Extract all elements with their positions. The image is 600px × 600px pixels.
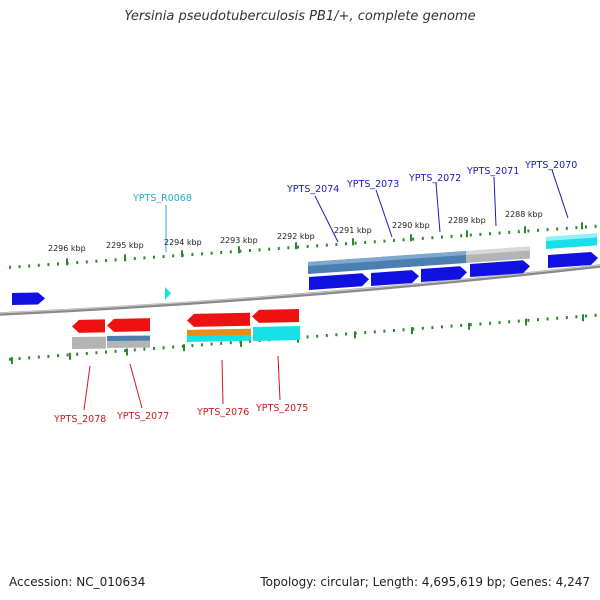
scale-labels: 2296 kbp 2295 kbp 2294 kbp 2293 kbp 2292 kbp… <box>48 210 543 253</box>
gene-label: YPTS_2073 <box>346 179 399 190</box>
label-leader <box>221 359 224 405</box>
gene-arrow <box>309 273 369 290</box>
label-leader <box>375 189 393 238</box>
gene-label: YPTS_2076 <box>196 407 249 418</box>
gene-highlight <box>308 250 466 266</box>
gene-features <box>12 233 598 349</box>
backbone-highlight <box>0 264 600 314</box>
gene-arrow <box>548 251 598 268</box>
gene-marker <box>165 287 171 300</box>
label-leader <box>314 195 339 243</box>
gene-arrow <box>12 292 45 305</box>
scale-label: 2288 kbp <box>505 210 543 219</box>
gene-block <box>107 335 150 341</box>
label-leader <box>493 176 497 227</box>
gene-label: YPTS_2077 <box>116 411 169 422</box>
gene-block <box>72 336 106 349</box>
gene-label: YPTS_2075 <box>255 403 308 414</box>
label-leader <box>277 355 281 401</box>
scale-label: 2290 kbp <box>392 221 430 230</box>
gene-label: YPTS_2070 <box>524 160 577 171</box>
gene-labels: YPTS_R0068 YPTS_2074 YPTS_2073 YPTS_2072 YPT… <box>53 160 577 425</box>
scale-label: 2292 kbp <box>277 232 315 241</box>
scale-label: 2293 kbp <box>220 236 258 245</box>
scale-label: 2295 kbp <box>106 241 144 250</box>
gene-label: YPTS_2074 <box>286 184 339 195</box>
gene-label: YPTS_R0068 <box>132 193 192 204</box>
gene-label: YPTS_2072 <box>408 173 461 184</box>
label-leader <box>83 365 91 411</box>
gene-arrow <box>470 260 530 277</box>
gene-highlight <box>546 233 597 241</box>
label-leader <box>551 169 569 219</box>
gene-arrow <box>72 319 105 333</box>
accession-text: Accession: NC_010634 <box>9 575 146 589</box>
label-leaders <box>83 169 569 411</box>
scale-label: 2291 kbp <box>334 226 372 235</box>
gene-block <box>187 328 251 336</box>
gene-highlight <box>466 246 530 255</box>
gene-label: YPTS_2071 <box>466 166 519 177</box>
gene-arrow <box>252 309 299 323</box>
gene-label: YPTS_2078 <box>53 414 106 425</box>
backbone-line <box>0 264 600 316</box>
gene-arrow <box>107 318 150 332</box>
page-title: Yersinia pseudotuberculosis PB1/+, compl… <box>124 9 476 24</box>
label-leader <box>435 182 441 233</box>
gene-arrow <box>187 312 250 327</box>
scale-label: 2296 kbp <box>48 244 86 253</box>
genome-backbone <box>0 264 600 316</box>
scale-label: 2294 kbp <box>164 238 202 247</box>
genome-summary-text: Topology: circular; Length: 4,695,619 bp… <box>260 575 590 589</box>
gene-block <box>253 326 300 341</box>
label-leader <box>129 363 143 409</box>
scale-label: 2289 kbp <box>448 216 486 225</box>
gene-arrow <box>421 266 467 282</box>
gene-arrow <box>371 270 419 286</box>
